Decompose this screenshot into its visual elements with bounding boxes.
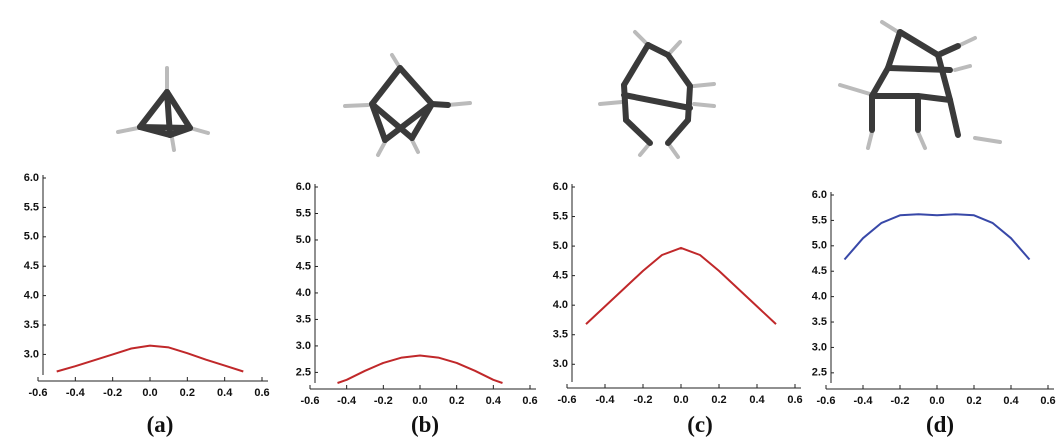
y-tick-label: 5.5	[812, 214, 827, 226]
x-tick-label: 0.2	[449, 395, 464, 407]
x-tick-label: -0.6	[817, 395, 836, 407]
y-tick-label: 3.5	[553, 329, 568, 341]
x-tick-label: -0.6	[558, 394, 577, 406]
y-tick-label: 5.5	[24, 201, 39, 213]
y-tick-label: 2.5	[812, 367, 827, 379]
data-line	[338, 356, 503, 384]
y-tick-label: 6.0	[812, 189, 827, 201]
x-tick-label: 0.2	[180, 387, 195, 399]
y-tick-label: 5.0	[296, 234, 311, 246]
y-tick-label: 3.0	[812, 341, 827, 353]
x-tick-label: -0.2	[374, 395, 393, 407]
x-tick-label: 0.4	[217, 387, 233, 399]
x-tick-label: 0.4	[486, 395, 502, 407]
molecule-a	[118, 68, 208, 150]
x-tick-label: 0.0	[929, 395, 944, 407]
y-tick-label: 6.0	[24, 172, 39, 184]
x-tick-label: 0.6	[1040, 395, 1055, 407]
y-tick-label: 5.0	[553, 240, 568, 252]
x-tick-label: -0.4	[66, 387, 86, 399]
y-tick-label: 4.0	[553, 299, 568, 311]
x-tick-label: 0.0	[673, 394, 688, 406]
molecule-d	[840, 22, 1000, 148]
y-tick-label: 5.0	[24, 231, 39, 243]
y-tick-label: 5.5	[296, 207, 311, 219]
x-tick-label: -0.4	[337, 395, 357, 407]
x-tick-label: 0.0	[412, 395, 427, 407]
x-tick-label: -0.6	[29, 387, 48, 399]
y-tick-label: 2.5	[296, 366, 311, 378]
x-tick-label: -0.4	[854, 395, 874, 407]
y-tick-label: 3.0	[24, 348, 39, 360]
x-tick-label: -0.2	[634, 394, 653, 406]
x-tick-label: -0.2	[891, 395, 910, 407]
x-tick-label: 0.6	[254, 387, 269, 399]
y-tick-label: 4.0	[24, 290, 39, 302]
x-tick-label: 0.2	[711, 394, 726, 406]
x-tick-label: 0.4	[749, 394, 765, 406]
data-line	[57, 346, 244, 372]
y-tick-label: 3.0	[296, 340, 311, 352]
y-tick-label: 3.5	[24, 319, 39, 331]
x-tick-label: 0.6	[522, 395, 537, 407]
y-tick-label: 3.5	[296, 313, 311, 325]
y-tick-label: 4.5	[24, 260, 39, 272]
caption: (a)	[147, 412, 174, 437]
x-tick-label: 0.4	[1003, 395, 1019, 407]
y-tick-label: 4.5	[296, 260, 311, 272]
y-tick-label: 4.0	[296, 287, 311, 299]
caption: (c)	[687, 412, 713, 437]
y-tick-label: 5.0	[812, 240, 827, 252]
molecule-c	[600, 32, 714, 157]
y-tick-label: 6.0	[553, 181, 568, 193]
x-tick-label: 0.2	[966, 395, 981, 407]
y-tick-label: 3.5	[812, 316, 827, 328]
figure: 3.0 3.5 4.0 4.5 5.0 5.5 6.0 -0.6 -0.4 -0.2 0.0 0.2 0…	[0, 0, 1060, 443]
caption: (d)	[926, 412, 954, 437]
x-tick-label: -0.4	[596, 394, 616, 406]
y-tick-label: 4.5	[812, 265, 827, 277]
y-tick-label: 3.0	[553, 358, 568, 370]
data-line	[586, 248, 776, 324]
x-tick-label: -0.6	[301, 395, 320, 407]
molecule-b	[345, 55, 470, 155]
data-line	[845, 214, 1030, 259]
x-tick-label: 0.0	[142, 387, 157, 399]
caption: (b)	[411, 412, 439, 437]
y-tick-label: 5.5	[553, 210, 568, 222]
x-tick-label: -0.2	[103, 387, 122, 399]
y-tick-label: 6.0	[296, 181, 311, 193]
x-tick-label: 0.6	[787, 394, 802, 406]
y-tick-label: 4.5	[553, 270, 568, 282]
y-tick-label: 4.0	[812, 291, 827, 303]
